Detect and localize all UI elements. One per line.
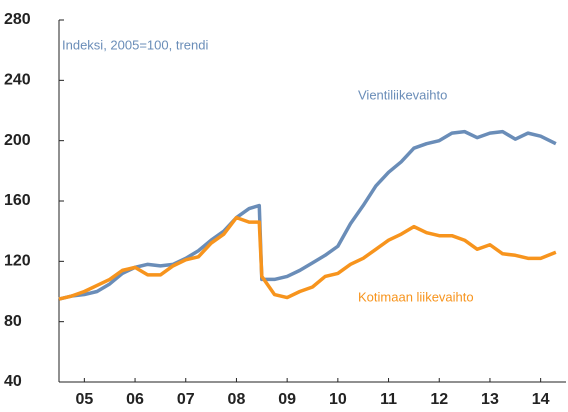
- x-tick-label: 12: [430, 391, 448, 408]
- series-label: Vientiliikevaihto: [358, 87, 447, 102]
- x-tick-label: 14: [532, 391, 550, 408]
- x-tick-label: 13: [481, 391, 499, 408]
- x-tick-label: 05: [75, 391, 93, 408]
- y-tick-label: 80: [4, 313, 22, 330]
- y-tick-label: 240: [4, 72, 31, 89]
- x-tick-label: 08: [228, 391, 246, 408]
- series-label: Kotimaan liikevaihto: [358, 289, 474, 304]
- series-line: [58, 129, 557, 301]
- y-tick-label: 200: [4, 132, 31, 149]
- y-tick-label: 160: [4, 192, 31, 209]
- y-tick-label: 40: [4, 373, 22, 390]
- x-tick-label: 11: [380, 391, 397, 408]
- x-tick-label: 06: [126, 391, 144, 408]
- annotation: Indeksi, 2005=100, trendi: [62, 37, 208, 52]
- x-tick-label: 10: [329, 391, 347, 408]
- x-tick-label: 09: [278, 391, 296, 408]
- y-tick-label: 280: [4, 11, 31, 28]
- y-tick-label: 120: [4, 253, 31, 270]
- series-line: [58, 215, 557, 301]
- x-tick-label: 07: [177, 391, 195, 408]
